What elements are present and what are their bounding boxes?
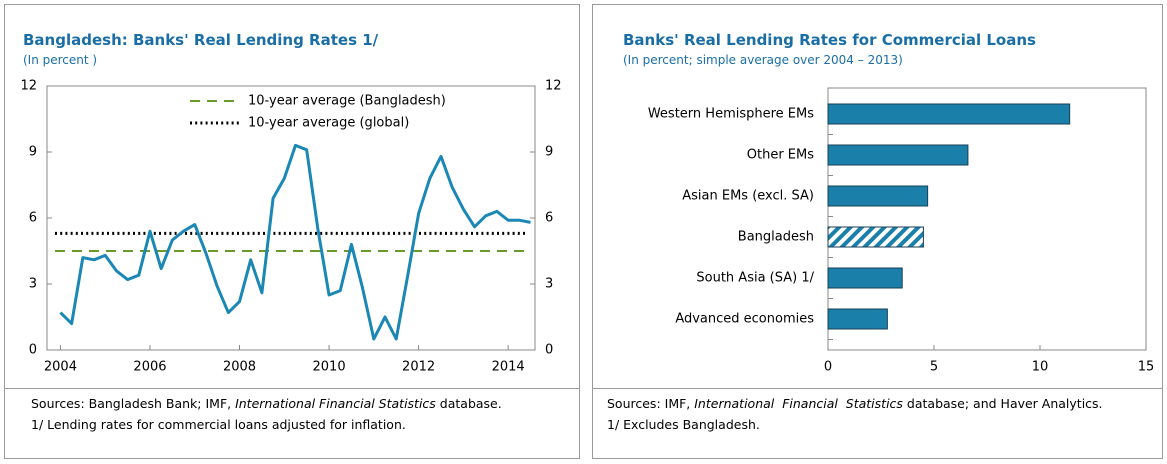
x-tick-label: 2004	[44, 360, 77, 375]
chart-subtitle: (In percent )	[23, 53, 98, 67]
x-tick-label: 2006	[133, 360, 166, 375]
y-tick-label: South Asia (SA) 1/	[696, 271, 814, 286]
y2-tick-label: 6	[545, 211, 553, 226]
x-tick-label: 2014	[492, 360, 525, 375]
legend-label: 10-year average (global)	[248, 116, 409, 131]
y-tick-label: Asian EMs (excl. SA)	[682, 189, 814, 204]
bar	[827, 185, 929, 207]
y-tick-label: Bangladesh	[738, 230, 814, 245]
y-tick-label: 0	[29, 343, 37, 358]
chart-title: Bangladesh: Banks' Real Lending Rates 1/	[23, 31, 379, 49]
y-tick-label: Other EMs	[747, 148, 814, 163]
sources-italic: International Financial Statistics	[694, 396, 903, 411]
y2-tick-label: 0	[545, 343, 553, 358]
note: 1/ Excludes Bangladesh.	[607, 417, 760, 432]
sources: Sources: Bangladesh Bank; IMF,	[31, 396, 236, 411]
plot-frame	[827, 87, 1147, 351]
bar	[827, 308, 888, 330]
x-tick-label: 2010	[313, 360, 346, 375]
y2-tick-label: 3	[545, 277, 553, 292]
y-tick-label: Advanced economies	[675, 312, 814, 327]
y-tick-label: 6	[29, 211, 37, 226]
bar	[827, 267, 903, 289]
y-tick-label: Western Hemisphere EMs	[648, 107, 814, 122]
sources: Sources: IMF,	[607, 396, 695, 411]
y2-tick-label: 12	[545, 79, 562, 94]
chart-subtitle: (In percent; simple average over 2004 – …	[623, 53, 903, 67]
x-tick-label: 0	[824, 360, 832, 375]
y-tick-label: 3	[29, 277, 37, 292]
line-series	[59, 143, 531, 341]
y-tick-label: 12	[20, 79, 37, 94]
x-tick-label: 5	[930, 360, 938, 375]
sources-italic: International Financial Statistics	[235, 396, 436, 411]
bar	[827, 103, 1071, 125]
chart-title: Banks' Real Lending Rates for Commercial…	[623, 31, 1036, 49]
bar	[827, 144, 969, 166]
left-panel: Bangladesh: Banks' Real Lending Rates 1/…	[4, 4, 580, 459]
x-tick-label: 2012	[402, 360, 435, 375]
x-tick-label: 2008	[223, 360, 256, 375]
x-tick-label: 15	[1138, 360, 1155, 375]
sources: database; and Haver Analytics.	[902, 396, 1103, 411]
footnotes: Sources: IMF, International Financial St…	[593, 388, 1162, 435]
right-panel: Banks' Real Lending Rates for Commercial…	[592, 4, 1163, 459]
sources: database.	[435, 396, 502, 411]
bar	[827, 226, 924, 248]
y-tick-label: 9	[29, 145, 37, 160]
y2-tick-label: 9	[545, 145, 553, 160]
legend-label: 10-year average (Bangladesh)	[248, 94, 446, 109]
footnotes: Sources: Bangladesh Bank; IMF, Internati…	[5, 388, 579, 435]
x-tick-label: 10	[1032, 360, 1049, 375]
note: 1/ Lending rates for commercial loans ad…	[31, 417, 406, 432]
